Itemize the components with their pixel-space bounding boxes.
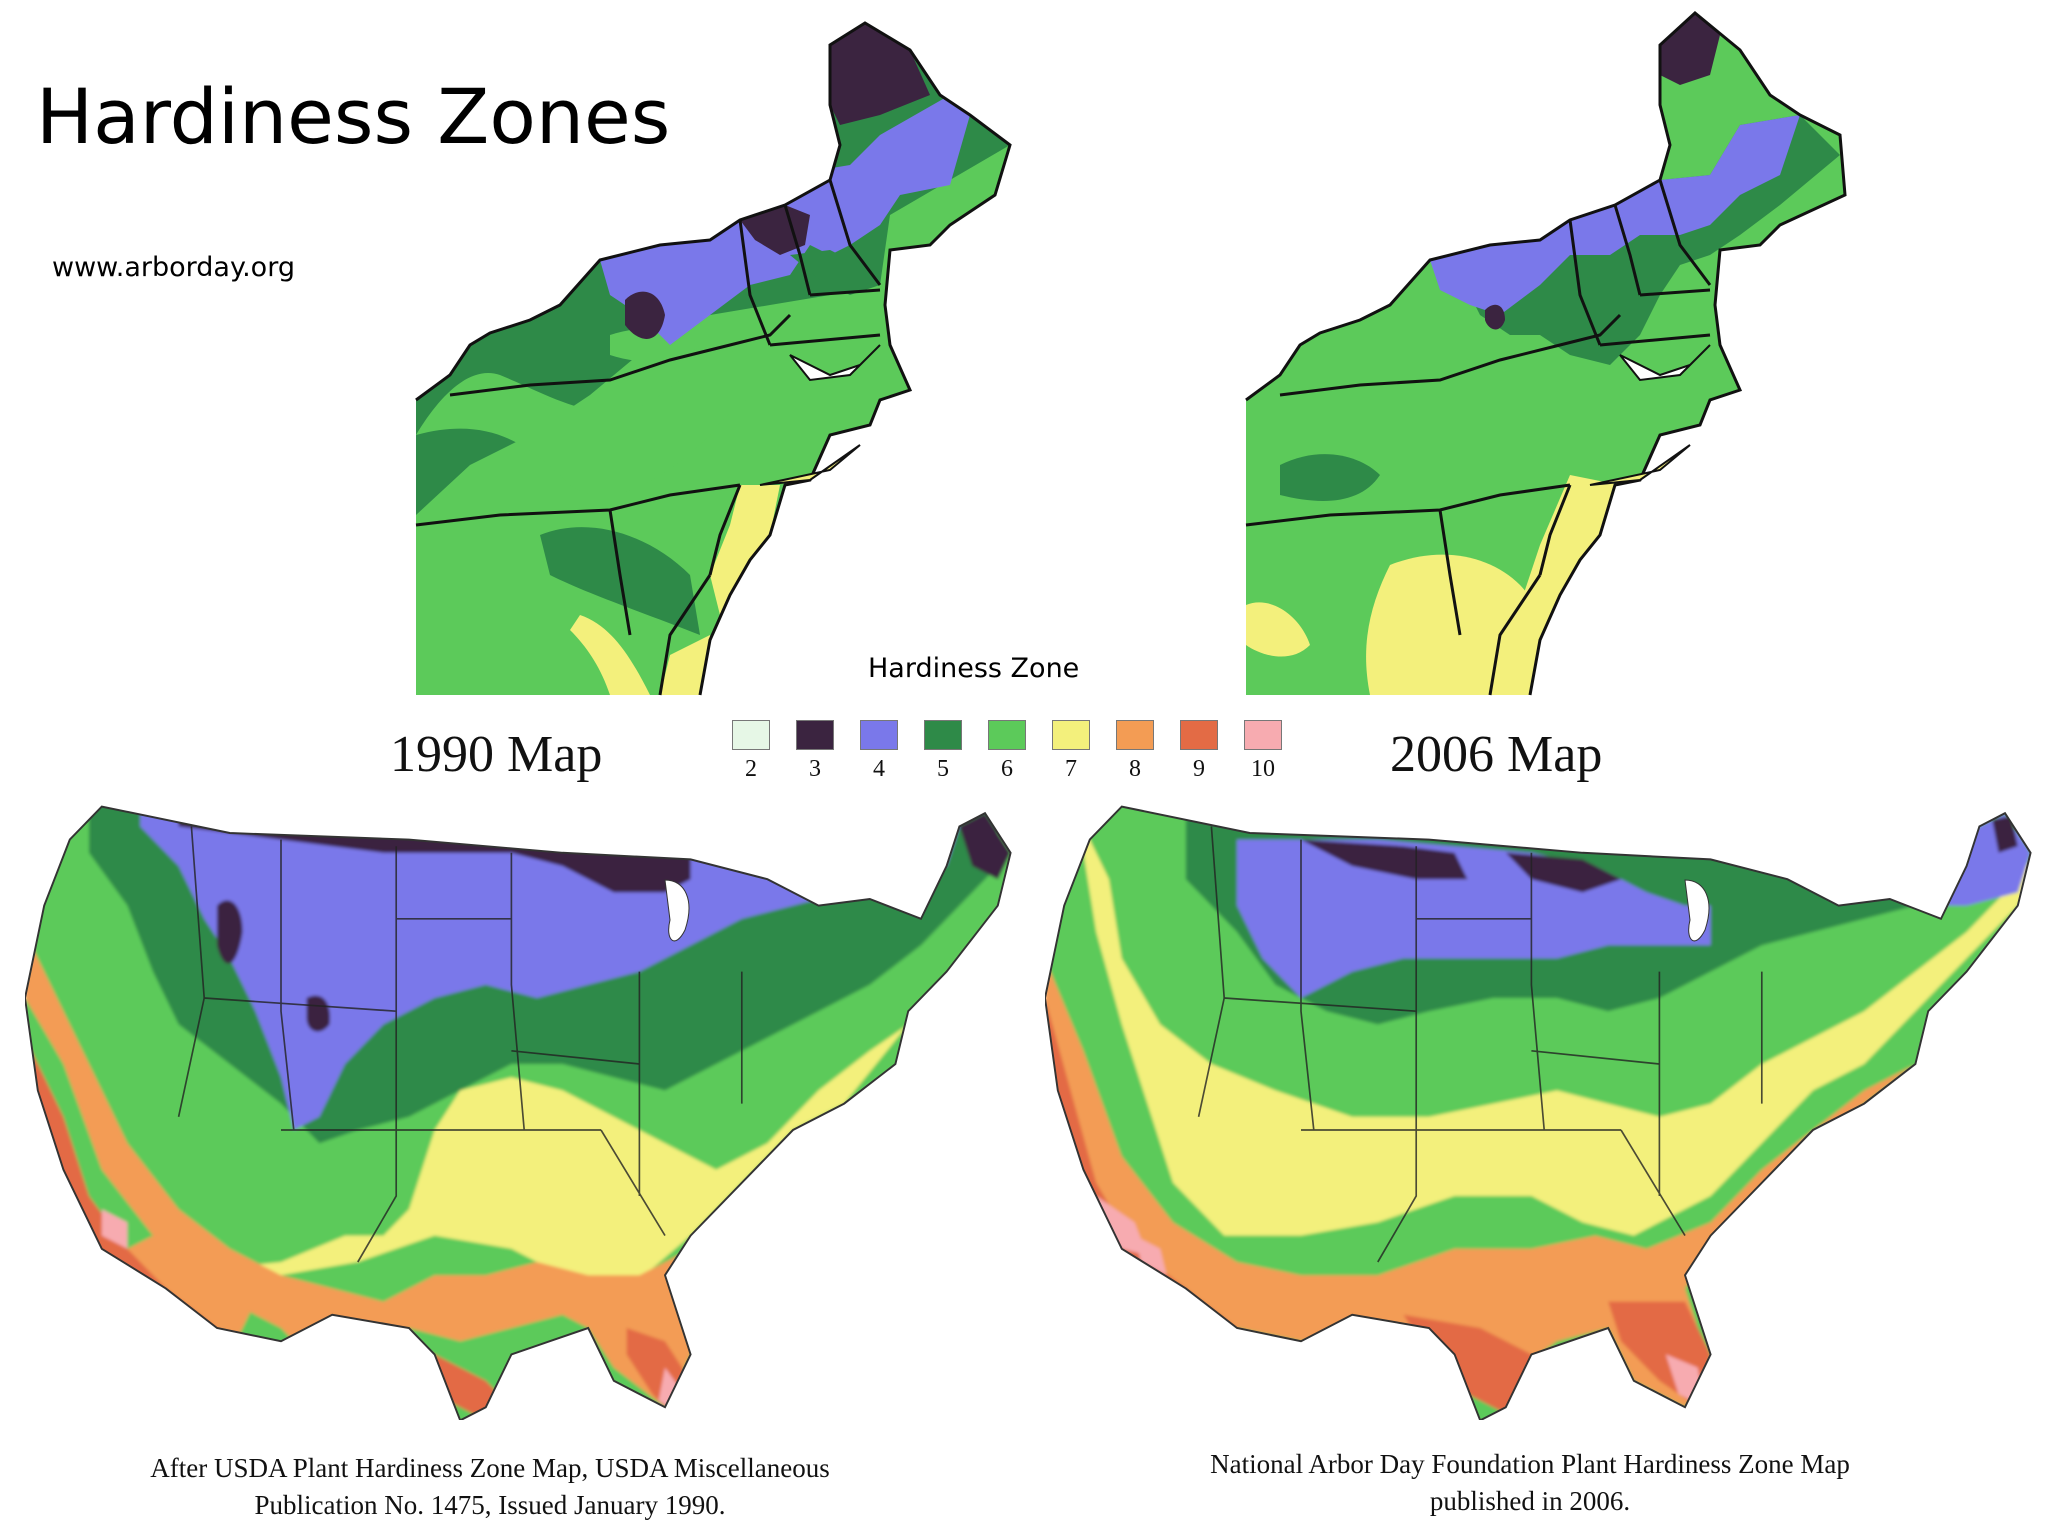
legend-swatch (796, 720, 834, 750)
legend-swatch (1116, 720, 1154, 750)
legend-zone-label: 4 (873, 756, 885, 782)
legend-swatch (924, 720, 962, 750)
northeast-map-1990 (415, 21, 1012, 696)
legend-swatch (732, 720, 770, 750)
legend-item-zone-3: 3 (794, 720, 836, 783)
us-map-2006 (1045, 805, 2032, 1420)
legend-zone-label: 5 (937, 756, 949, 782)
legend-zone-label: 10 (1251, 756, 1275, 782)
caption-1990: After USDA Plant Hardiness Zone Map, USD… (40, 1450, 940, 1524)
caption-1990-line2: Publication No. 1475, Issued January 199… (254, 1490, 726, 1520)
legend-item-zone-7: 7 (1050, 720, 1092, 783)
legend-swatch (1180, 720, 1218, 750)
slide-title: Hardiness Zones (36, 72, 671, 161)
caption-2006-line1: National Arbor Day Foundation Plant Hard… (1210, 1449, 1850, 1479)
us-map-1990 (25, 805, 1012, 1420)
legend-item-zone-5: 5 (922, 720, 964, 783)
legend-item-zone-6: 6 (986, 720, 1028, 783)
legend-item-zone-4: 4 (858, 720, 900, 783)
legend-swatch (1244, 720, 1282, 750)
legend-item-zone-2: 2 (730, 720, 772, 783)
legend-zone-label: 2 (745, 756, 757, 782)
legend-swatch (860, 720, 898, 750)
legend-zone-label: 8 (1129, 756, 1141, 782)
legend-swatch (988, 720, 1026, 750)
legend-zone-label: 3 (809, 756, 821, 782)
map-title-2006: 2006 Map (1390, 726, 1603, 783)
legend-zone-label: 9 (1193, 756, 1205, 782)
legend-swatch (1052, 720, 1090, 750)
legend-zone-label: 7 (1065, 756, 1077, 782)
caption-2006-line2: published in 2006. (1429, 1486, 1631, 1516)
source-credit: www.arborday.org (52, 252, 295, 283)
legend-item-zone-8: 8 (1114, 720, 1156, 783)
zone-legend: 2 3 4 5 6 7 8 9 10 (730, 720, 1290, 790)
legend-title: Hardiness Zone (868, 653, 1080, 684)
legend-item-zone-10: 10 (1242, 720, 1284, 783)
caption-1990-line1: After USDA Plant Hardiness Zone Map, USD… (150, 1453, 830, 1483)
legend-zone-label: 6 (1001, 756, 1013, 782)
map-title-1990: 1990 Map (390, 726, 603, 783)
legend-item-zone-9: 9 (1178, 720, 1220, 783)
caption-2006: National Arbor Day Foundation Plant Hard… (1060, 1446, 2000, 1520)
northeast-map-2006 (1245, 11, 1847, 696)
